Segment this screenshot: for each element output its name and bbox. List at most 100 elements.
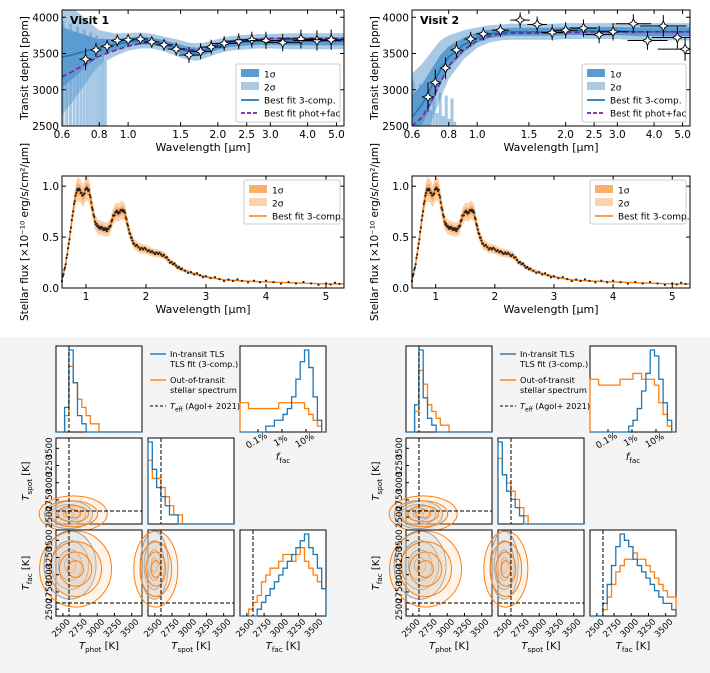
data-point-0 <box>421 90 435 104</box>
y-tick-label: 0.5 <box>392 232 409 244</box>
tfac-y-tick-label: 3250 <box>45 547 55 569</box>
legend: 1σ 2σ Best fit 3-comp. <box>589 179 690 225</box>
observed-point <box>460 218 463 221</box>
tspot-y-tick-label: 2750 <box>45 489 55 511</box>
contour-orange-level-1 <box>48 500 99 528</box>
hist-ffac-blue <box>240 349 326 433</box>
observed-point <box>63 268 66 271</box>
x-axis-label: Wavelength [μm] <box>503 141 598 154</box>
observed-point <box>123 209 126 212</box>
observed-point <box>458 224 462 227</box>
data-point-17 <box>671 31 684 44</box>
tphot-x-tick-label: 3250 <box>452 617 474 639</box>
tspot-x-tick-label: 2500 <box>492 617 514 639</box>
observed-point <box>111 218 114 221</box>
legend: 1σ 2σ Best fit 3-comp. Best fit phot+fac <box>235 63 341 123</box>
tspot-y-tick-label: 3000 <box>45 472 55 494</box>
x-tick-label: 3 <box>551 291 558 303</box>
hist-ffac-orange <box>239 402 326 433</box>
observed-point <box>177 265 181 269</box>
observed-point <box>588 279 591 282</box>
2sigma-band <box>62 176 344 285</box>
observed-point <box>109 224 112 227</box>
observed-point <box>541 273 544 276</box>
tfac-y-tick-label: 2750 <box>45 581 55 603</box>
data-point-8 <box>170 43 183 56</box>
observed-point <box>663 283 666 286</box>
tphot-x-tick-label: 3000 <box>435 617 457 639</box>
tfac-y-tick-label: 3000 <box>395 564 405 586</box>
data-point-10 <box>559 24 572 37</box>
observed-point <box>222 279 226 283</box>
x-tick-label: 3.0 <box>262 129 279 141</box>
observed-point <box>129 232 132 236</box>
observed-point <box>487 248 490 251</box>
observed-point <box>124 216 127 219</box>
contour-orange-level-3 <box>415 509 432 519</box>
axes-frame <box>411 175 691 289</box>
observed-point <box>155 251 158 254</box>
observed-point <box>417 242 420 245</box>
observed-point <box>523 264 526 267</box>
y-tick-label: 1.0 <box>42 181 59 193</box>
data-point-16 <box>276 36 289 49</box>
data-point-8 <box>531 18 544 31</box>
observed-point <box>186 271 190 275</box>
observed-point <box>566 277 569 281</box>
legend-swatch <box>587 69 605 77</box>
observed-point <box>333 281 337 284</box>
tfac-y-tick-label: 3500 <box>395 529 405 551</box>
x-tick-label: 5 <box>323 291 330 303</box>
observed-point <box>85 186 88 189</box>
observed-point <box>490 248 493 251</box>
observed-point <box>583 278 587 281</box>
observed-point <box>509 255 513 258</box>
legend: 1σ 2σ Best fit 3-comp. <box>243 179 344 225</box>
observed-point <box>69 230 72 233</box>
y-tick-label: 2500 <box>32 121 59 133</box>
legend-label: stellar spectrum fit <box>170 385 249 395</box>
x-tick-label: 2.5 <box>586 129 603 141</box>
legend-swatch <box>241 82 259 90</box>
tds2-plot-area <box>412 12 690 126</box>
x-axis-label: Wavelength [μm] <box>503 303 598 316</box>
observed-point <box>501 251 504 254</box>
data-point-1 <box>89 43 103 56</box>
tspot-y-tick-label: 3250 <box>45 455 55 477</box>
hist-tfac-orange <box>240 547 327 617</box>
observed-point <box>473 216 476 219</box>
tfac-x-tick-label: 2750 <box>601 617 623 639</box>
tfac-x-tick-label: 3250 <box>286 617 308 639</box>
observed-point <box>416 253 419 256</box>
y-tick-label: 0.5 <box>42 232 59 244</box>
observed-point <box>543 272 547 275</box>
observed-point <box>486 246 489 249</box>
observed-point <box>89 196 92 199</box>
observed-point <box>68 238 71 241</box>
data-point-4 <box>122 33 135 46</box>
data-point-19 <box>325 33 338 46</box>
tspot-y-tick-label: 3500 <box>45 437 55 459</box>
y-tick-label: 3000 <box>32 85 59 97</box>
contour-orange-level-3 <box>417 560 434 578</box>
x-tick-label: 4 <box>263 291 270 303</box>
observed-point <box>70 218 73 222</box>
observed-point <box>209 277 212 280</box>
x-tick-label: 1.5 <box>172 129 189 141</box>
observed-point <box>413 266 417 269</box>
observed-point <box>529 267 532 270</box>
data-point-2 <box>101 40 114 53</box>
observed-point <box>538 271 541 274</box>
x-axis-label: Wavelength [μm] <box>155 141 250 154</box>
legend-label: 1σ <box>610 71 622 81</box>
tphot-x-tick-label: 3250 <box>102 617 124 639</box>
tspot-y-axis-label: Tspot [K] <box>21 461 34 500</box>
observed-point <box>438 196 442 199</box>
observed-point <box>438 193 441 197</box>
legend-label: 2σ <box>264 84 276 94</box>
tfac-y-tick-label: 3500 <box>45 529 55 551</box>
data-point-9 <box>182 48 196 62</box>
observed-point <box>514 256 517 259</box>
